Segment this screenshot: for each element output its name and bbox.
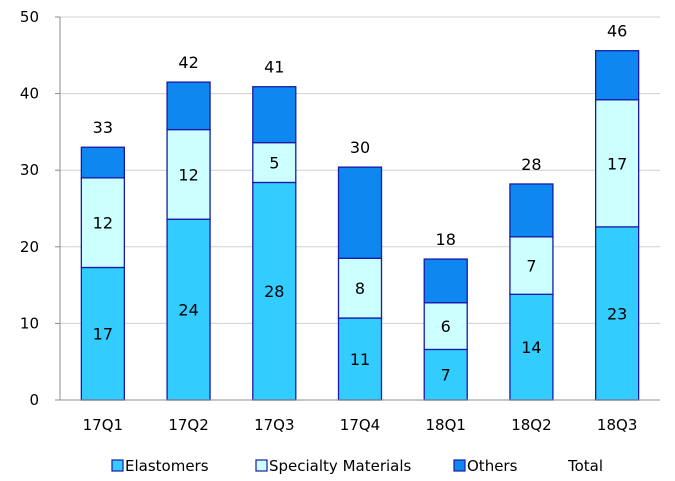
bar-specialty-materials xyxy=(594,99,640,228)
legend-swatch xyxy=(453,459,466,472)
y-tick-label: 20 xyxy=(20,238,39,256)
y-tick-label: 50 xyxy=(20,8,39,26)
data-label: 17 xyxy=(93,325,113,344)
bar-others xyxy=(594,50,640,101)
y-tick-label: 10 xyxy=(20,314,39,332)
x-tick-label: 17Q2 xyxy=(168,416,208,434)
bar-others xyxy=(80,146,126,179)
y-tick-label: 40 xyxy=(20,85,39,103)
legend-label: Specialty Materials xyxy=(269,457,412,475)
bar-others xyxy=(252,86,297,144)
data-label: 12 xyxy=(178,165,198,184)
legend-swatch xyxy=(111,459,124,472)
legend-label: Others xyxy=(467,457,518,475)
x-tick-label: 17Q3 xyxy=(254,416,294,434)
bar-others xyxy=(166,81,211,131)
total-label: 46 xyxy=(607,22,627,41)
x-tick-label: 17Q1 xyxy=(83,416,123,434)
bar-elastomers xyxy=(80,266,126,401)
data-label: 14 xyxy=(521,338,541,357)
x-axis: 17Q1 17Q2 17Q3 17Q4 18Q1 18Q2 18Q3 xyxy=(60,399,660,434)
bar-specialty-materials xyxy=(337,257,383,319)
bar-specialty-materials xyxy=(423,302,468,351)
data-label: 5 xyxy=(269,154,279,173)
bar-specialty-materials xyxy=(252,141,297,184)
data-label: 7 xyxy=(441,366,451,385)
data-label: 23 xyxy=(607,304,627,323)
legend: Elastomers Specialty Materials Others Total xyxy=(111,457,603,475)
legend-swatch xyxy=(255,459,268,472)
y-tick-label: 0 xyxy=(29,391,39,409)
total-label: 18 xyxy=(436,230,456,249)
bar-others xyxy=(337,166,383,259)
data-label: 11 xyxy=(350,350,370,369)
total-label: 41 xyxy=(264,58,284,77)
bar-specialty-materials xyxy=(509,236,554,295)
total-label: 28 xyxy=(521,155,541,174)
data-label: 12 xyxy=(93,214,113,233)
data-label: 6 xyxy=(441,317,451,336)
total-label: 33 xyxy=(93,118,113,137)
data-label: 24 xyxy=(178,301,198,320)
data-label: 8 xyxy=(355,279,365,298)
bar-others xyxy=(509,183,554,238)
x-tick-label: 18Q1 xyxy=(425,416,465,434)
total-label: 30 xyxy=(350,138,370,157)
y-axis: 0 10 20 30 40 50 xyxy=(20,8,61,409)
legend-label: Elastomers xyxy=(125,457,209,475)
x-tick-label: 18Q2 xyxy=(511,416,551,434)
total-label: 42 xyxy=(178,53,198,72)
x-tick-label: 18Q3 xyxy=(597,416,637,434)
data-labels: 17 12 33 24 12 42 28 5 41 11 8 30 7 6 18 14 7 28 23 17 46 xyxy=(93,22,628,385)
data-label: 17 xyxy=(607,154,627,173)
data-label: 7 xyxy=(526,257,536,276)
legend-label: Total xyxy=(567,457,603,475)
bar-others xyxy=(423,258,468,304)
bars xyxy=(80,50,640,401)
x-tick-label: 17Q4 xyxy=(340,416,380,434)
data-label: 28 xyxy=(264,282,284,301)
bar-elastomers xyxy=(509,293,554,401)
bar-elastomers xyxy=(337,317,383,401)
y-tick-label: 30 xyxy=(20,161,39,179)
